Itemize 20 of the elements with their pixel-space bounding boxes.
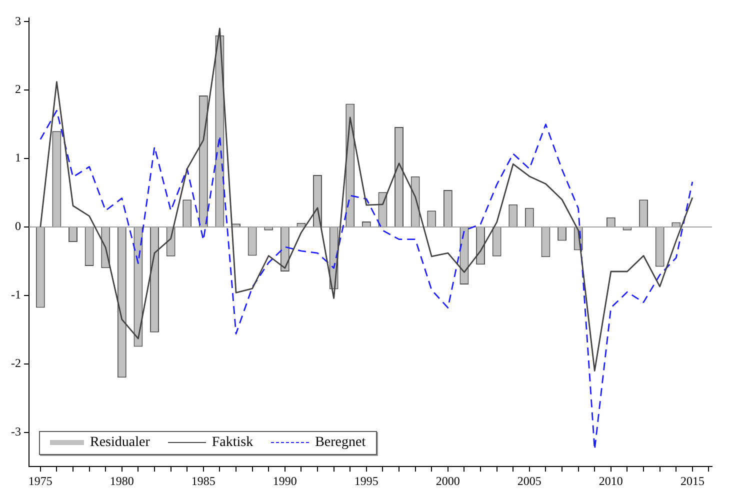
x-tick-label: 2005	[517, 474, 542, 488]
line-series	[40, 110, 694, 450]
y-tick-label: 0	[14, 219, 21, 234]
legend-label: Faktisk	[212, 434, 254, 451]
x-tick-label: 1995	[354, 474, 378, 488]
x-tick-label: 1990	[272, 474, 297, 488]
x-tick-label: 1975	[28, 474, 52, 488]
y-tick-label: 3	[14, 14, 21, 28]
y-tick-label: 2	[14, 82, 21, 96]
x-tick-label: 2010	[598, 474, 623, 488]
legend-label: Residualer	[90, 434, 150, 451]
x-tick-label: 1980	[110, 474, 134, 488]
legend-label: Beregnet	[315, 434, 366, 451]
y-tick-label: -1	[10, 288, 21, 302]
x-tick-label: 2015	[680, 474, 704, 488]
y-tick-label: 1	[14, 150, 21, 165]
x-tick-label: 1985	[191, 474, 216, 488]
x-tick-label: 2000	[436, 474, 460, 488]
y-tick-label: -3	[10, 424, 21, 439]
y-tick-label: -2	[10, 356, 21, 370]
